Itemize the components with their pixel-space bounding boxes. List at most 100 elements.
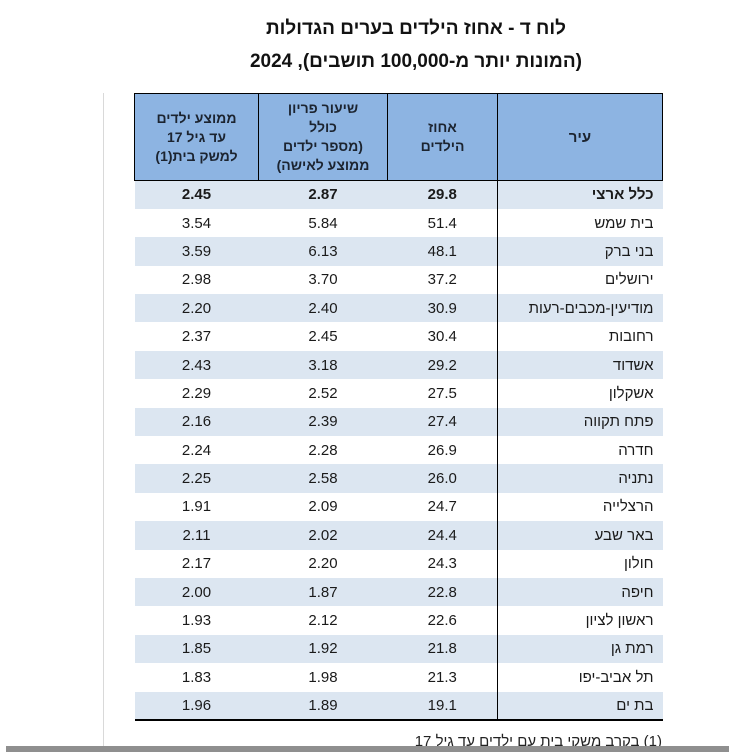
fertility-cell: 2.40 [308,299,338,317]
pct-children-cell: 21.8 [427,640,457,658]
table-row: כלל ארצי 29.8 2.87 2.45 [134,180,663,209]
table-row: חדרה 26.9 2.28 2.24 [135,436,663,465]
pct-children-cell: 30.9 [427,299,457,317]
avg-children-cell: 2.25 [181,470,212,488]
city-cell: בת ים [497,691,663,721]
column-header-avg-children: ממוצע ילדים עד גיל 17 למשק בית(1) [134,93,259,181]
avg-children-cell: 2.98 [181,271,212,289]
table-row: באר שבע 24.4 2.02 2.11 [134,521,663,550]
avg-children-cell: 2.45 [181,186,212,204]
avg-children-cell: 2.17 [181,555,212,573]
table-row: אשדוד 29.2 3.18 2.43 [134,350,663,380]
pct-children-cell: 24.7 [427,498,457,516]
avg-children-cell: 2.43 [181,356,212,374]
avg-children-cell: 1.85 [181,640,212,658]
fertility-cell: 3.70 [308,271,338,289]
page-title: לוח ד - אחוז הילדים בערים הגדולות (המונו… [112,12,720,78]
fertility-cell: 2.45 [308,328,338,346]
avg-children-cell: 2.00 [181,583,212,601]
city-cell: ראשון לציון [497,606,663,635]
fertility-cell: 2.87 [308,186,338,204]
pct-children-cell: 26.9 [427,441,457,459]
pct-children-cell: 48.1 [427,242,457,260]
city-cell: בית שמש [497,208,663,238]
table-header: עיר אחוז הילדים שיעור פריון כולל (מספר י… [134,93,663,181]
column-header-city: עיר [497,93,663,181]
avg-children-cell: 1.91 [181,498,212,516]
pct-children-cell: 27.4 [427,413,457,431]
avg-children-cell: 3.54 [181,214,212,232]
table-row: מודיעין-מכבים-רעות 30.9 2.40 2.20 [134,294,663,323]
pct-children-cell: 19.1 [387,691,498,721]
table-row: בית שמש 51.4 5.84 3.54 [135,208,663,238]
avg-children-cell: 2.11 [182,526,211,544]
table-row: בני ברק 48.1 6.13 3.59 [134,237,663,266]
table-row: חולון 24.3 2.20 2.17 [135,549,663,578]
pct-children-cell: 29.2 [427,356,457,374]
fertility-cell: 5.84 [308,214,338,232]
table-row: רמת גן 21.8 1.92 1.85 [134,634,663,664]
pct-children-cell: 24.3 [427,555,457,573]
table-row: רחובות 30.4 2.45 2.37 [135,322,663,351]
table-row: פתח תקווה 27.4 2.39 2.16 [134,407,663,437]
table-header-row: עיר אחוז הילדים שיעור פריון כולל (מספר י… [134,93,663,181]
city-cell: כלל ארצי [497,180,663,209]
city-cell: רחובות [497,322,663,351]
pct-children-cell: 24.4 [427,526,457,544]
table-row: בת ים 19.1 1.89 1.96 [134,691,663,721]
fertility-cell: 2.12 [308,612,338,630]
table-body: כלל ארצי 29.8 2.87 2.45 בית שמש 51.4 5.84 3.54 ב… [134,180,663,721]
city-cell: רמת גן [497,634,663,664]
avg-children-cell: 3.59 [181,242,212,260]
city-cell: חדרה [497,436,663,465]
column-header-total-fertility: שיעור פריון כולל (מספר ילדים ממוצע לאישה… [258,93,388,181]
avg-children-cell: 1.93 [181,612,212,630]
city-cell: הרצלייה [497,492,663,522]
table-row: הרצלייה 24.7 2.09 1.91 [135,492,663,522]
bottom-page-edge-bar [6,746,729,752]
fertility-cell: 2.09 [308,498,338,516]
table-row: ראשון לציון 22.6 2.12 1.93 [135,606,663,635]
fertility-cell: 2.28 [308,441,338,459]
fertility-cell: 1.89 [258,691,388,721]
pct-children-cell: 37.2 [427,271,457,289]
pct-children-cell: 21.3 [427,668,457,686]
fertility-cell: 3.18 [308,356,338,374]
avg-children-cell: 2.29 [181,384,212,402]
city-cell: אשקלון [497,379,663,408]
table-row: נתניה 26.0 2.58 2.25 [134,464,663,493]
city-cell: ירושלים [497,265,663,295]
city-cell: באר שבע [497,521,663,550]
pct-children-cell: 51.4 [427,214,457,232]
fertility-cell: 1.87 [308,583,338,601]
table-row: ירושלים 37.2 3.70 2.98 [135,265,663,295]
city-cell: אשדוד [497,350,663,380]
fertility-cell: 2.20 [308,555,338,573]
pct-children-cell: 27.5 [427,384,457,402]
table-row: תל אביב-יפו 21.3 1.98 1.83 [135,663,663,692]
city-cell: מודיעין-מכבים-רעות [497,294,663,323]
fertility-cell: 1.92 [308,640,338,658]
page-title-line1: לוח ד - אחוז הילדים בערים הגדולות [266,18,566,39]
page-edge-line [103,93,104,746]
city-cell: חיפה [497,577,663,607]
table-row: חיפה 22.8 1.87 2.00 [134,577,663,607]
fertility-cell: 2.58 [308,470,338,488]
page-title-line2: (המונות יותר מ-100,000 תושבים), 2024 [249,51,582,72]
fertility-cell: 6.13 [308,242,338,260]
pct-children-cell: 26.0 [427,470,457,488]
fertility-cell: 2.52 [308,384,338,402]
avg-children-cell: 1.96 [134,691,259,721]
avg-children-cell: 2.20 [181,299,212,317]
fertility-cell: 1.98 [308,668,338,686]
avg-children-cell: 2.24 [181,441,212,459]
city-cell: תל אביב-יפו [497,663,663,692]
footnote: (1) בקרב משקי בית עם ילדים עד גיל 17 [414,733,662,750]
city-cell: חולון [497,549,663,578]
table-row: אשקלון 27.5 2.52 2.29 [135,379,663,408]
city-cell: נתניה [497,464,663,493]
city-cell: בני ברק [497,237,663,266]
column-header-pct-children: אחוז הילדים [387,93,498,181]
pct-children-cell: 22.6 [427,612,457,630]
